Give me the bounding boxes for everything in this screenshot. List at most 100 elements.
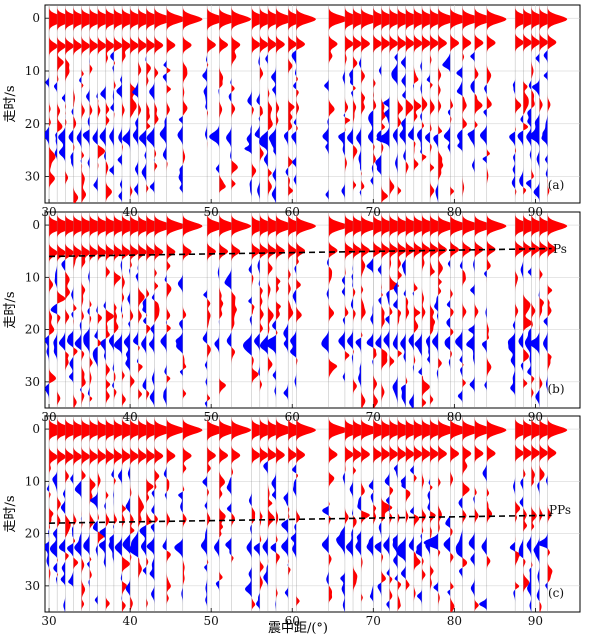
trace-positive-lobes	[219, 212, 239, 408]
trace-positive-lobes	[65, 212, 85, 408]
trace-negative-lobes	[408, 416, 414, 612]
trace-negative-lobes	[226, 5, 232, 203]
waveform-trace	[53, 5, 77, 203]
waveform-trace	[425, 416, 450, 612]
trace-negative-lobes	[58, 212, 66, 408]
trace-positive-lobes	[361, 416, 381, 612]
trace-positive-lobes	[122, 212, 142, 408]
trace-positive-lobes	[166, 416, 187, 612]
waveform-trace	[90, 416, 118, 612]
waveform-trace	[224, 212, 252, 408]
trace-negative-lobes	[524, 212, 532, 408]
trace-positive-lobes	[259, 5, 280, 203]
waveform-trace	[108, 212, 134, 408]
waveform-trace	[74, 212, 102, 408]
waveform-trace	[355, 416, 381, 612]
trace-positive-lobes	[353, 416, 373, 612]
trace-positive-lobes	[547, 5, 568, 203]
trace-positive-lobes	[146, 212, 167, 408]
trace-negative-lobes	[526, 416, 532, 612]
trace-positive-lobes	[405, 5, 426, 203]
x-tick-label: 60	[285, 614, 300, 628]
trace-negative-lobes	[45, 416, 50, 612]
trace-positive-lobes	[397, 212, 418, 408]
waveform-trace	[468, 416, 495, 612]
trace-negative-lobes	[518, 416, 524, 612]
trace-positive-lobes	[474, 5, 495, 203]
trace-negative-lobes	[347, 212, 354, 408]
waveform-trace	[408, 212, 434, 408]
waveform-trace	[366, 416, 394, 612]
panel-c-x-ticks: 30 40 50 60 70 80 90	[41, 608, 543, 628]
trace-positive-lobes	[251, 416, 272, 612]
waveform-trace	[533, 416, 560, 612]
trace-positive-lobes	[523, 5, 543, 203]
waveform-trace	[50, 212, 77, 408]
waveform-trace	[254, 5, 280, 203]
trace-negative-lobes	[225, 416, 232, 612]
trace-positive-lobes	[523, 212, 543, 408]
trace-negative-lobes	[259, 5, 268, 203]
trace-negative-lobes	[83, 212, 90, 408]
trace-positive-lobes	[531, 5, 552, 203]
waveform-trace	[368, 5, 394, 203]
waveform-trace	[392, 212, 418, 408]
waveform-trace	[433, 5, 458, 203]
trace-negative-lobes	[214, 416, 220, 612]
trace-negative-lobes	[122, 5, 131, 203]
waveform-trace	[396, 416, 426, 612]
trace-positive-lobes	[130, 212, 150, 408]
trace-negative-lobes	[466, 212, 475, 408]
waveform-trace	[443, 416, 471, 612]
waveform-trace	[109, 5, 134, 203]
waveform-trace	[509, 416, 535, 612]
trace-negative-lobes	[175, 212, 183, 408]
waveform-trace	[507, 212, 535, 408]
trace-negative-lobes	[391, 5, 398, 203]
trace-negative-lobes	[108, 212, 114, 408]
trace-positive-lobes	[138, 212, 158, 408]
waveform-trace	[259, 5, 288, 203]
trace-positive-lobes	[105, 416, 126, 612]
trace-positive-lobes	[296, 5, 316, 203]
waveform-trace	[321, 416, 349, 612]
y-tick-label: 0	[32, 422, 40, 436]
trace-positive-lobes	[438, 5, 458, 203]
y-tick-label: 30	[25, 375, 40, 389]
trace-positive-lobes	[450, 416, 471, 612]
waveform-trace	[123, 212, 150, 408]
trace-positive-lobes	[397, 5, 418, 203]
trace-positive-lobes	[219, 416, 239, 612]
trace-negative-lobes	[146, 416, 155, 612]
waveform-trace	[82, 5, 110, 203]
trace-negative-lobes	[543, 212, 548, 408]
trace-negative-lobes	[92, 5, 98, 203]
x-tick-label: 50	[204, 614, 219, 628]
waveform-trace	[83, 416, 110, 612]
trace-negative-lobes	[159, 5, 167, 203]
trace-negative-lobes	[392, 416, 398, 612]
trace-positive-lobes	[146, 5, 167, 203]
trace-negative-lobes	[444, 212, 451, 408]
waveform-trace	[174, 416, 203, 612]
waveform-trace	[417, 5, 442, 203]
waveform-trace	[175, 212, 203, 408]
waveform-trace	[76, 5, 102, 203]
trace-negative-lobes	[338, 5, 345, 203]
trace-positive-lobes	[344, 212, 365, 408]
waveform-trace	[160, 212, 187, 408]
waveform-trace	[444, 212, 471, 408]
waveform-trace	[253, 416, 280, 612]
trace-positive-lobes	[89, 212, 110, 408]
trace-positive-lobes	[73, 416, 94, 612]
trace-positive-lobes	[154, 212, 175, 408]
trace-positive-lobes	[405, 212, 426, 408]
x-tick-label: 90	[528, 614, 543, 628]
trace-positive-lobes	[138, 5, 158, 203]
trace-positive-lobes	[539, 212, 560, 408]
trace-positive-lobes	[113, 416, 134, 612]
trace-positive-lobes	[73, 212, 94, 408]
waveform-trace	[456, 5, 483, 203]
trace-negative-lobes	[432, 212, 439, 408]
trace-positive-lobes	[397, 416, 418, 612]
